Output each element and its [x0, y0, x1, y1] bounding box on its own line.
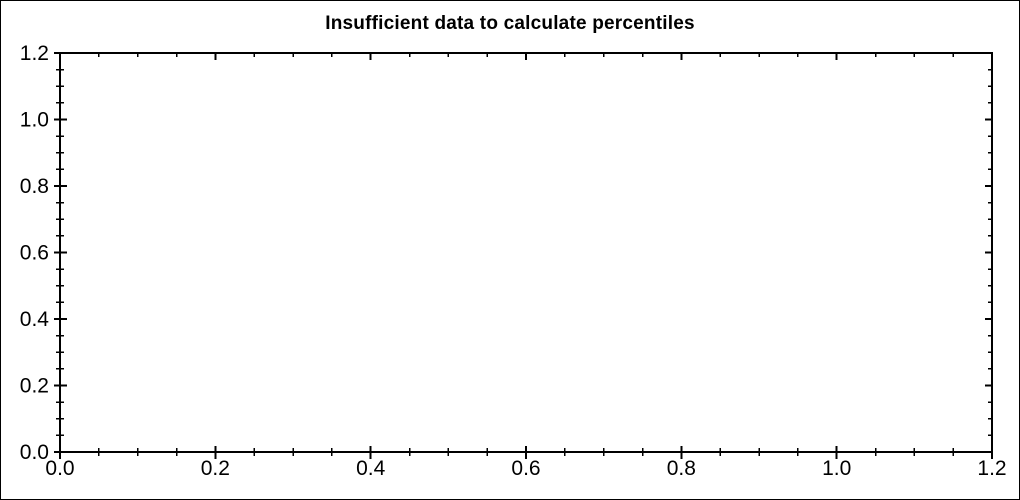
- y-tick-label: 1.0: [20, 109, 49, 132]
- chart-title: Insufficient data to calculate percentil…: [325, 13, 695, 34]
- y-tick-label: 0.4: [20, 308, 50, 331]
- y-tick-label: 0.2: [20, 375, 49, 398]
- y-tick-label: 0.0: [20, 441, 49, 464]
- y-tick-label: 1.2: [20, 42, 49, 65]
- x-tick-label: 0.4: [356, 457, 386, 480]
- x-tick-label: 1.2: [977, 457, 1006, 480]
- x-tick-label: 0.0: [45, 457, 74, 480]
- y-tick-label: 0.8: [20, 175, 49, 198]
- x-tick-label: 0.6: [511, 457, 540, 480]
- x-tick-label: 1.0: [822, 457, 851, 480]
- x-tick-label: 0.2: [201, 457, 230, 480]
- y-tick-label: 0.6: [20, 242, 49, 265]
- x-tick-label: 0.8: [667, 457, 696, 480]
- plot-frame: [59, 52, 993, 453]
